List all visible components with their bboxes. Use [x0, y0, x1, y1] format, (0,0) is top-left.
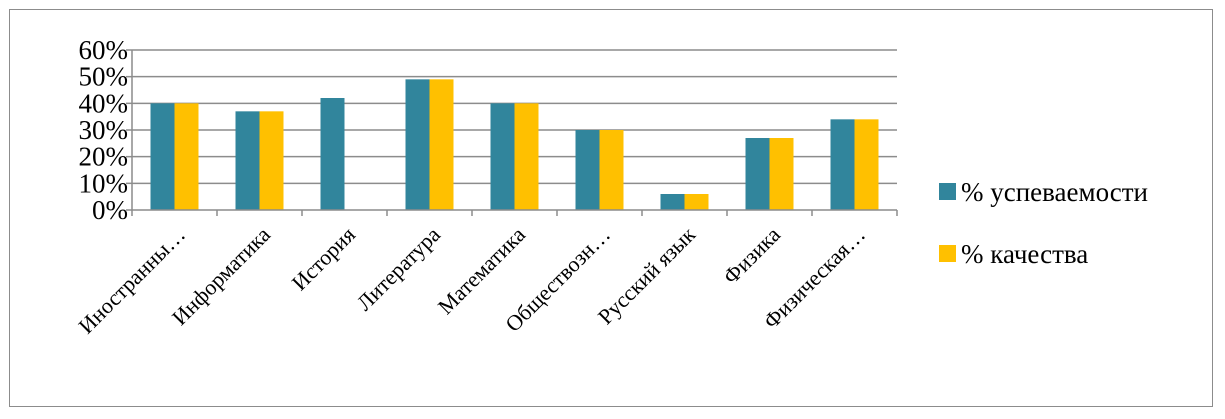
bar-uspevaemost — [575, 130, 600, 210]
y-tick-label: 10% — [79, 168, 129, 198]
bars — [150, 79, 879, 210]
bar-uspevaemost — [235, 111, 260, 210]
y-tick-labels: 0%10%20%30%40%50%60% — [79, 35, 129, 225]
axes — [126, 49, 898, 216]
x-tick-labels: Иностранны…Информатика ИсторияЛитератураМ… — [73, 222, 870, 339]
bar-kachestvo — [259, 111, 284, 210]
y-tick-label: 20% — [79, 142, 129, 172]
y-tick-label: 50% — [79, 62, 129, 92]
x-tick-label: Физика — [718, 222, 785, 289]
x-tick-label: История — [287, 222, 360, 295]
bar-kachestvo — [514, 103, 539, 210]
bar-kachestvo — [854, 119, 879, 210]
bar-uspevaemost — [745, 138, 770, 210]
bar-uspevaemost — [320, 98, 345, 210]
bar-kachestvo — [174, 103, 199, 210]
bar-uspevaemost — [150, 103, 175, 210]
bar-kachestvo — [684, 194, 709, 210]
bar-uspevaemost — [830, 119, 855, 210]
bar-uspevaemost — [405, 79, 430, 210]
bar-kachestvo — [599, 130, 624, 210]
y-tick-label: 0% — [92, 195, 128, 225]
y-tick-label: 30% — [79, 115, 129, 145]
legend: % успеваемости % качества — [939, 177, 1148, 269]
x-tick-label: Иностранны… — [73, 222, 190, 339]
y-tick-label: 60% — [79, 35, 129, 65]
legend-swatch — [939, 245, 956, 262]
bar-kachestvo — [429, 79, 454, 210]
legend-label: % качества — [961, 239, 1088, 269]
bar-uspevaemost — [490, 103, 515, 210]
bar-kachestvo — [769, 138, 794, 210]
legend-swatch — [939, 183, 956, 200]
y-tick-label: 40% — [79, 88, 129, 118]
x-tick-label: Литература — [351, 222, 445, 316]
legend-label: % успеваемости — [961, 177, 1148, 207]
bar-uspevaemost — [660, 194, 685, 210]
